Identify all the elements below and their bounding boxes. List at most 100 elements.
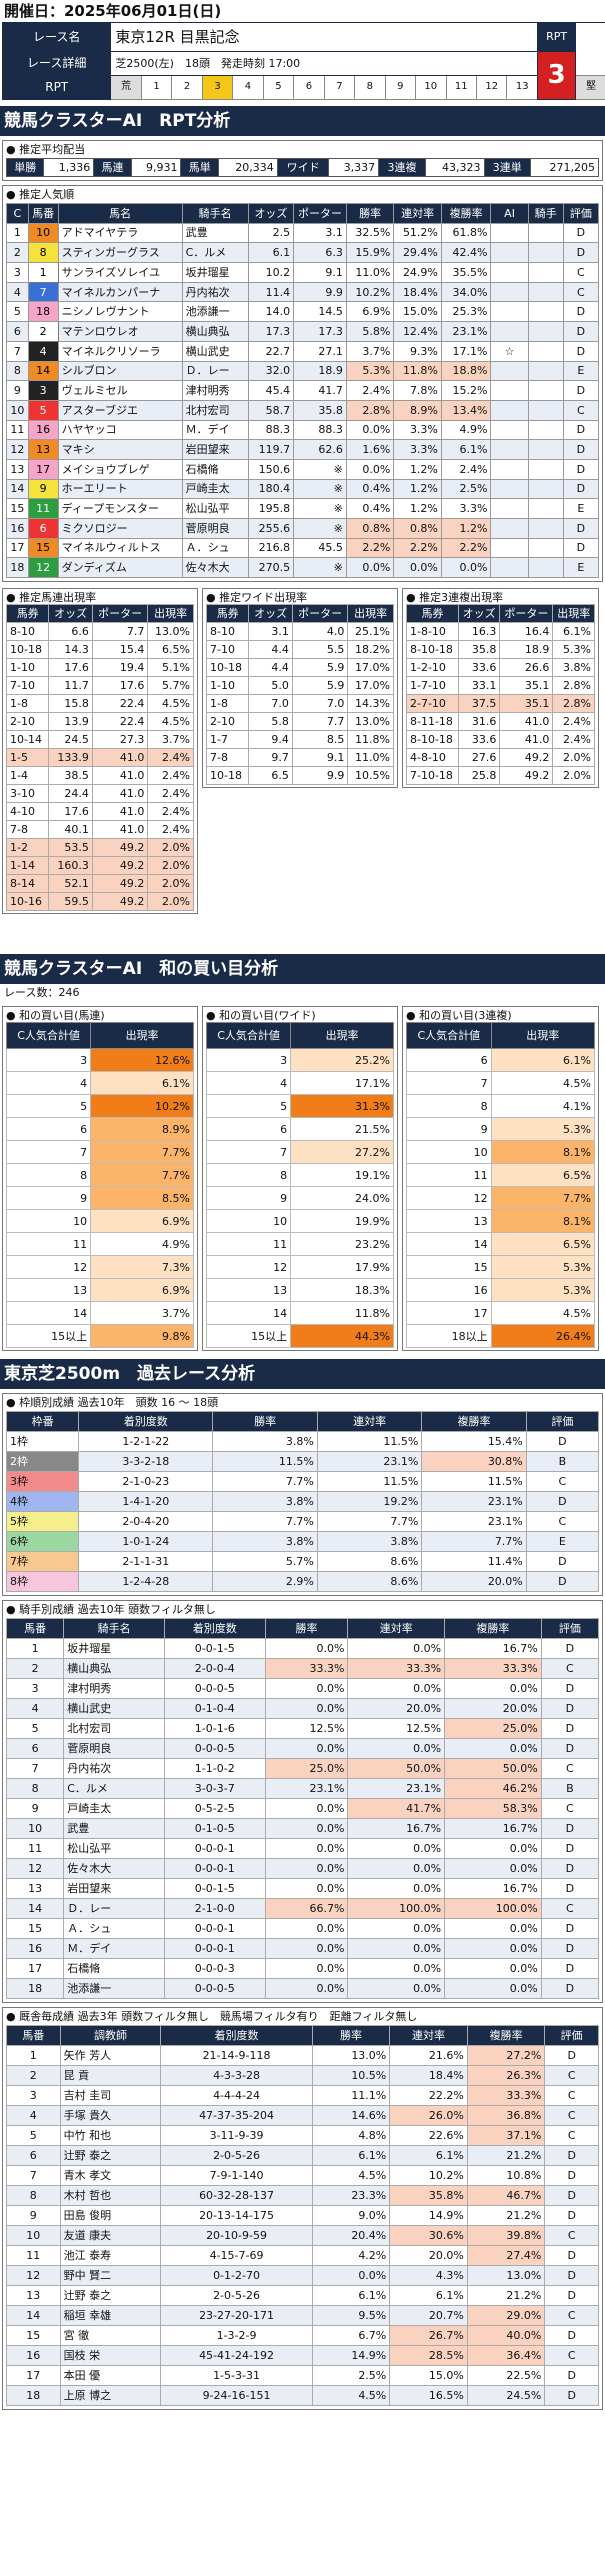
kyusha-cell: 4.8% — [311, 2125, 391, 2147]
wa-rate: 5.3% — [490, 1117, 596, 1142]
ninki-cell: 松山弘平 — [181, 498, 249, 519]
umaren-cell: 2.0% — [147, 838, 194, 858]
wa-sum: 16 — [406, 1278, 492, 1303]
ninki-cell — [490, 419, 529, 441]
ninki-cell: 0.0% — [440, 557, 492, 579]
kyusha-cell: 12 — [6, 2265, 61, 2287]
umaren-cell: 1-5 — [5, 748, 50, 768]
waku-cell: 23.1% — [421, 1491, 527, 1513]
ninki-cell: 14.5 — [293, 301, 347, 323]
sanren-cell: 5.3% — [552, 640, 595, 660]
kyusha-cell: 21-14-9-118 — [160, 2045, 313, 2067]
ninki-cell: 0.4% — [345, 478, 395, 500]
ninki-cell: 14 — [6, 478, 29, 500]
ninki-cell: 2.4% — [345, 380, 395, 401]
ninki-cell: 42.4% — [440, 242, 492, 264]
wa-box-2: ● 和の買い目(3連複) C人気合計値 出現率 6 6.1% 7 4.5% 8 4.1% 9 5.3… — [402, 1006, 599, 1352]
ninki-cell: 3 — [27, 380, 59, 401]
ninki-cell: 6.1 — [247, 242, 295, 264]
ninki-cell — [527, 340, 564, 362]
ninki-cell: 7 — [27, 281, 59, 303]
umaren-cell: 3-10 — [5, 784, 50, 804]
kyusha-cell: D — [544, 2145, 599, 2167]
kyusha-cell: 26.7% — [389, 2325, 468, 2347]
ninki-cell — [490, 557, 529, 579]
kishu-row: 1 坂井瑠星 0-0-1-5 0.0% 0.0% 16.7% D — [5, 1638, 600, 1660]
kyusha-cell: C — [544, 2305, 599, 2327]
ninki-cell — [527, 518, 564, 539]
wa-rate: 4.9% — [90, 1232, 194, 1257]
umaren-cell: 8-10 — [5, 622, 50, 642]
kyusha-cell: 4-15-7-69 — [160, 2245, 313, 2267]
umaren-cell: 24.5 — [48, 730, 93, 750]
wide-cell: 4.0 — [291, 622, 349, 642]
umaren-cell: 10-14 — [5, 730, 50, 750]
wa-header: C人気合計値 — [5, 1022, 92, 1050]
kyusha-cell: 40.0% — [466, 2325, 546, 2347]
kishu-cell: 10 — [5, 1818, 65, 1840]
umaren-row: 10-18 14.3 15.4 6.5% — [5, 640, 194, 660]
wa-sum: 6 — [5, 1117, 92, 1142]
kishu-cell: 0-1-0-5 — [163, 1818, 266, 1840]
wa-row: 8 4.1% — [406, 1094, 596, 1119]
kishu-row: 3 津村明秀 0-0-0-5 0.0% 0.0% 0.0% D — [5, 1678, 600, 1700]
race-count: レース数：246 — [4, 986, 80, 1000]
kyusha-cell: 20-10-9-59 — [160, 2225, 313, 2247]
kyusha-cell: 24.5% — [466, 2385, 546, 2407]
scale-cell-2: 2 — [171, 74, 203, 101]
kishu-cell: 岩田望来 — [63, 1878, 165, 1900]
kishu-cell: 8 — [5, 1778, 65, 1800]
kishu-cell: 津村明秀 — [63, 1678, 165, 1700]
wa-row: 5 10.2% — [5, 1094, 194, 1119]
sanren-header: オッズ — [457, 604, 501, 624]
waku-cell: 7.7% — [316, 1511, 423, 1533]
kyusha-cell: 9.0% — [311, 2205, 391, 2227]
umaren-cell: 24.4 — [48, 784, 93, 804]
sanren-cell: 2.0% — [552, 748, 595, 768]
waku-cell: 1枠 — [5, 1431, 80, 1453]
kishu-cell: 58.3% — [444, 1798, 542, 1820]
umaren-cell: 1-8 — [5, 694, 50, 714]
scale-cell-8: 8 — [354, 74, 386, 101]
kishu-cell: C — [540, 1758, 600, 1780]
wa-row: 14 6.5% — [406, 1232, 596, 1257]
ninki-row: 7 4 マイネルクリソーラ 横山武史 22.7 27.1 3.7% 9.3% 17.1% ☆ D — [6, 340, 600, 362]
wa-sum: 10 — [5, 1209, 92, 1234]
wa-box-0: ● 和の買い目(馬連) C人気合計値 出現率 3 12.6% 4 6.1% 5 10.2% 6 8.… — [2, 1006, 198, 1352]
ninki-cell: 14.0 — [247, 301, 295, 323]
ninki-cell: 11 — [27, 498, 59, 519]
ninki-cell — [527, 360, 564, 382]
kyusha-cell: 35.8% — [389, 2185, 468, 2207]
kyusha-cell: 野中 賢二 — [59, 2265, 162, 2287]
kyusha-cell: C — [544, 2125, 599, 2147]
ninki-cell: 武豊 — [181, 222, 249, 244]
sanren-cell: 37.5 — [457, 694, 501, 714]
ninki-cell: 3.1 — [293, 222, 347, 244]
sanren-cell: 31.6 — [457, 712, 501, 732]
wide-cell: 9.4 — [248, 730, 293, 750]
sanren-row: 1-2-10 33.6 26.6 3.8% — [406, 658, 595, 678]
umaren-cell: 8-14 — [5, 874, 50, 894]
waku-cell: 23.1% — [421, 1511, 527, 1533]
kishu-cell: 0-0-0-1 — [163, 1838, 266, 1860]
waku-cell: 11.5% — [421, 1471, 527, 1493]
ninki-cell: E — [562, 498, 600, 519]
ninki-cell: D — [562, 518, 600, 539]
ninki-cell: 石橋脩 — [181, 458, 249, 480]
kishu-cell: Ａ．シュ — [63, 1918, 165, 1940]
umaren-cell: 40.1 — [48, 820, 93, 840]
kishu-cell: 3-0-3-7 — [163, 1778, 266, 1800]
sanren-cell: 2.4% — [552, 730, 595, 750]
kishu-cell: 25.0% — [264, 1758, 349, 1780]
ninki-cell: 戸崎圭太 — [181, 478, 249, 500]
kishu-title: ● 騎手別成績 過去10年 頭数フィルタ無し — [6, 1603, 216, 1617]
waku-cell: 11.4% — [421, 1551, 527, 1573]
ninki-cell: 62.6 — [293, 439, 347, 460]
kishu-cell: 0-5-2-5 — [163, 1798, 266, 1820]
kyusha-cell: 池江 泰寿 — [59, 2245, 162, 2267]
umaren-cell: 14.3 — [48, 640, 93, 660]
kyusha-cell: D — [544, 2265, 599, 2287]
wa-sum: 9 — [205, 1186, 292, 1211]
wa-rate: 18.3% — [290, 1278, 394, 1303]
umaren-cell: 59.5 — [48, 892, 93, 912]
